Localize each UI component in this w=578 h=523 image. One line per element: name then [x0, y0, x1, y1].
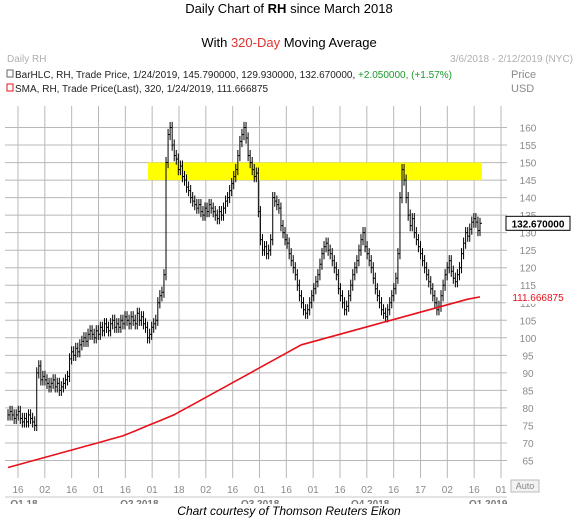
- x-tick-label: 02: [200, 485, 212, 496]
- sma-value-tag: [506, 289, 570, 304]
- y-tick-label: 75: [522, 421, 534, 432]
- x-tick-label: 18: [173, 485, 185, 496]
- x-tick-label: 01: [254, 485, 266, 496]
- last-price-label: 132.670000: [512, 219, 565, 230]
- y-tick-label: 145: [520, 176, 537, 187]
- chart-title-line1: Daily Chart of RH since March 2018: [185, 1, 393, 16]
- y-tick-label: 125: [520, 246, 537, 257]
- x-quarter-label: Q1 18: [10, 499, 38, 504]
- x-tick-label: 01: [93, 485, 105, 496]
- legend-bar-icon: [6, 69, 14, 78]
- x-tick-label: 16: [469, 485, 481, 496]
- legend-sma-icon: [6, 83, 14, 92]
- y-tick-label: 130: [520, 229, 537, 240]
- price-chart: Daily RH 3/6/2018 - 2/12/2019 (NYC) Price U…: [5, 54, 573, 504]
- x-tick-label: 16: [12, 485, 24, 496]
- legend-sma: SMA, RH, Trade Price(Last), 320, 1/24/20…: [15, 84, 269, 95]
- y-tick-label: 110: [520, 299, 536, 310]
- x-tick-label: 16: [334, 485, 346, 496]
- x-tick-label: 16: [281, 485, 293, 496]
- x-tick-label: 02: [39, 485, 51, 496]
- auto-scale-label: Auto: [516, 481, 535, 491]
- y-tick-label: 150: [520, 159, 537, 170]
- y-tick-label: 70: [522, 439, 534, 450]
- x-quarter-label: Q3 2018: [241, 499, 280, 504]
- legend-barhlc: BarHLC, RH, Trade Price, 1/24/2019, 145.…: [15, 70, 452, 81]
- y-tick-label: 115: [520, 281, 536, 292]
- header-title: Daily RH: [7, 54, 46, 65]
- x-tick-label: 02: [442, 485, 454, 496]
- x-tick-label: 16: [66, 485, 78, 496]
- x-tick-label: 01: [147, 485, 159, 496]
- y-tick-label: 160: [520, 124, 537, 135]
- y-tick-label: 90: [522, 369, 534, 380]
- y-tick-label: 65: [522, 456, 534, 467]
- sma-value-label: 111.666875: [512, 293, 564, 304]
- resistance-band: [148, 162, 482, 181]
- y-tick-label: 85: [522, 386, 534, 397]
- x-tick-label: 01: [495, 485, 507, 496]
- chart-caption: Chart courtesy of Thomson Reuters Eikon: [177, 504, 401, 518]
- sma-line: [7, 296, 481, 469]
- y-tick-label: 155: [520, 141, 537, 152]
- x-tick-label: 16: [227, 485, 239, 496]
- y-tick-label: 80: [522, 404, 534, 415]
- auto-scale-button: [510, 479, 540, 493]
- x-tick-label: 17: [415, 485, 427, 496]
- legend-change: +2.050000, (+1.57%): [358, 70, 452, 81]
- y-tick-label: 95: [522, 351, 534, 362]
- y-tick-label: 100: [520, 334, 537, 345]
- chart-title-line2: With 320-Day Moving Average: [201, 35, 377, 50]
- x-tick-label: 01: [308, 485, 320, 496]
- last-price-tag: [505, 215, 571, 231]
- x-quarter-label: Q1 2019: [469, 499, 508, 504]
- currency-axis-label: USD: [511, 83, 534, 95]
- y-tick-label: 105: [520, 316, 537, 327]
- x-quarter-label: Q4 2018: [351, 499, 390, 504]
- y-tick-label: 120: [520, 264, 537, 275]
- x-tick-label: 02: [361, 485, 373, 496]
- price-axis-label: Price: [511, 69, 536, 81]
- x-quarter-label: Q2 2018: [120, 499, 159, 504]
- x-tick-label: 16: [120, 485, 132, 496]
- y-tick-label: 140: [520, 194, 537, 205]
- header-date-range: 3/6/2018 - 2/12/2019 (NYC): [450, 54, 573, 65]
- x-tick-label: 16: [388, 485, 400, 496]
